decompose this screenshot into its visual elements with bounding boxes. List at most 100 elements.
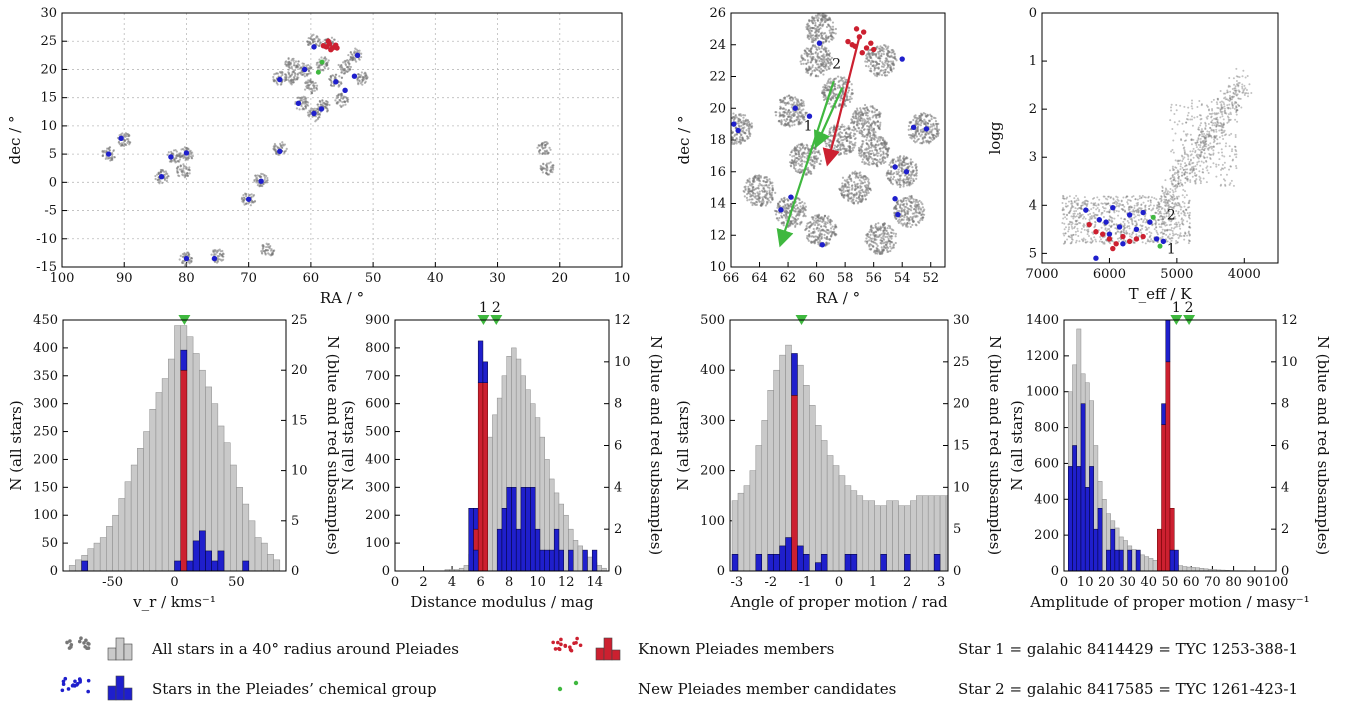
- all-star-point: [728, 117, 730, 119]
- all-star-point: [895, 59, 898, 62]
- all-star-point: [339, 82, 343, 85]
- all-star-point: [918, 119, 921, 122]
- all-star-point: [892, 50, 895, 53]
- all-star-point: [735, 116, 738, 119]
- all-star-point: [788, 113, 791, 116]
- all-star-point: [806, 71, 810, 75]
- all-star-point: [346, 66, 349, 69]
- all-star-point: [337, 94, 340, 97]
- all-star-point: [763, 190, 766, 193]
- all-star-point: [825, 47, 828, 50]
- all-star-point: [834, 152, 837, 155]
- all-star-point: [872, 72, 876, 75]
- all-star-point: [891, 183, 894, 186]
- all-star-point: [865, 111, 868, 114]
- all-star-point: [743, 195, 746, 198]
- all-star-point: [877, 160, 880, 163]
- all-star-point: [825, 54, 829, 57]
- all-star-point: [819, 14, 822, 17]
- all-star-point: [754, 192, 757, 195]
- all-star-point: [111, 158, 114, 162]
- all-star-point: [349, 58, 352, 61]
- x-axis-label-0: RA / °: [320, 289, 364, 307]
- all-star-point: [281, 146, 284, 150]
- all-star-point: [726, 129, 728, 131]
- all-star-point: [336, 102, 339, 105]
- all-star-point: [830, 35, 834, 38]
- all-star-point: [120, 142, 123, 145]
- all-star-point: [795, 222, 798, 225]
- all-star-point: [818, 241, 821, 244]
- all-star-point: [742, 113, 745, 117]
- all-star-point: [758, 180, 762, 183]
- all-star-point: [919, 207, 922, 210]
- all-star-point: [840, 94, 843, 98]
- all-star-point: [866, 176, 869, 180]
- all-star-point: [828, 102, 831, 105]
- all-star-point: [242, 194, 245, 197]
- all-star-point: [315, 84, 319, 87]
- all-star-point: [751, 203, 754, 207]
- all-star-point: [179, 254, 182, 257]
- all-star-point: [839, 126, 842, 129]
- all-star-point: [851, 201, 854, 204]
- all-star-point: [551, 170, 554, 174]
- all-star-point: [181, 259, 184, 263]
- all-star-point: [786, 102, 789, 105]
- all-star-point: [775, 111, 778, 114]
- all-star-point: [545, 172, 549, 175]
- all-star-point: [312, 84, 315, 88]
- all-star-point: [805, 224, 808, 228]
- all-star-point: [781, 216, 784, 219]
- all-star-point: [878, 139, 881, 142]
- all-star-point: [733, 142, 736, 145]
- all-star-point: [256, 174, 259, 177]
- y-tick-label: 0: [49, 175, 57, 190]
- all-star-point: [280, 82, 283, 86]
- all-star-point: [915, 122, 918, 125]
- all-star-point: [751, 183, 754, 186]
- all-star-point: [818, 239, 822, 242]
- all-star-point: [182, 167, 185, 170]
- all-star-point: [731, 142, 734, 145]
- all-star-point: [811, 159, 814, 162]
- all-star-point: [832, 37, 835, 40]
- all-star-point: [799, 223, 802, 226]
- all-star-point: [821, 25, 824, 28]
- all-star-point: [334, 99, 337, 102]
- all-star-point: [850, 83, 853, 86]
- all-star-point: [863, 128, 866, 131]
- all-star-point: [889, 178, 892, 181]
- all-star-point: [826, 80, 830, 83]
- all-star-point: [823, 55, 826, 58]
- all-star-point: [830, 62, 834, 66]
- all-star-point: [725, 120, 727, 122]
- all-star-point: [834, 32, 837, 35]
- all-star-point: [296, 62, 300, 66]
- all-star-point: [903, 216, 906, 219]
- all-star-point: [887, 45, 890, 48]
- all-star-point: [365, 74, 368, 78]
- all-star-point: [792, 219, 795, 222]
- all-star-point: [810, 19, 814, 22]
- all-star-point: [859, 182, 862, 185]
- all-star-point: [297, 60, 300, 63]
- all-star-point: [765, 202, 769, 205]
- y-tick-label: 20: [709, 101, 726, 116]
- all-star-point: [794, 220, 797, 223]
- all-star-point: [879, 154, 882, 157]
- all-star-point: [774, 213, 778, 216]
- all-star-point: [865, 237, 868, 240]
- all-star-point: [191, 154, 194, 158]
- all-star-point: [795, 102, 799, 105]
- all-star-point: [873, 121, 876, 124]
- all-star-point: [817, 16, 820, 20]
- all-star-point: [112, 149, 115, 153]
- all-star-point: [308, 109, 311, 112]
- all-star-point: [911, 173, 914, 176]
- all-star-point: [842, 190, 845, 194]
- all-star-point: [820, 225, 823, 228]
- all-star-point: [918, 219, 922, 222]
- all-star-point: [752, 180, 755, 184]
